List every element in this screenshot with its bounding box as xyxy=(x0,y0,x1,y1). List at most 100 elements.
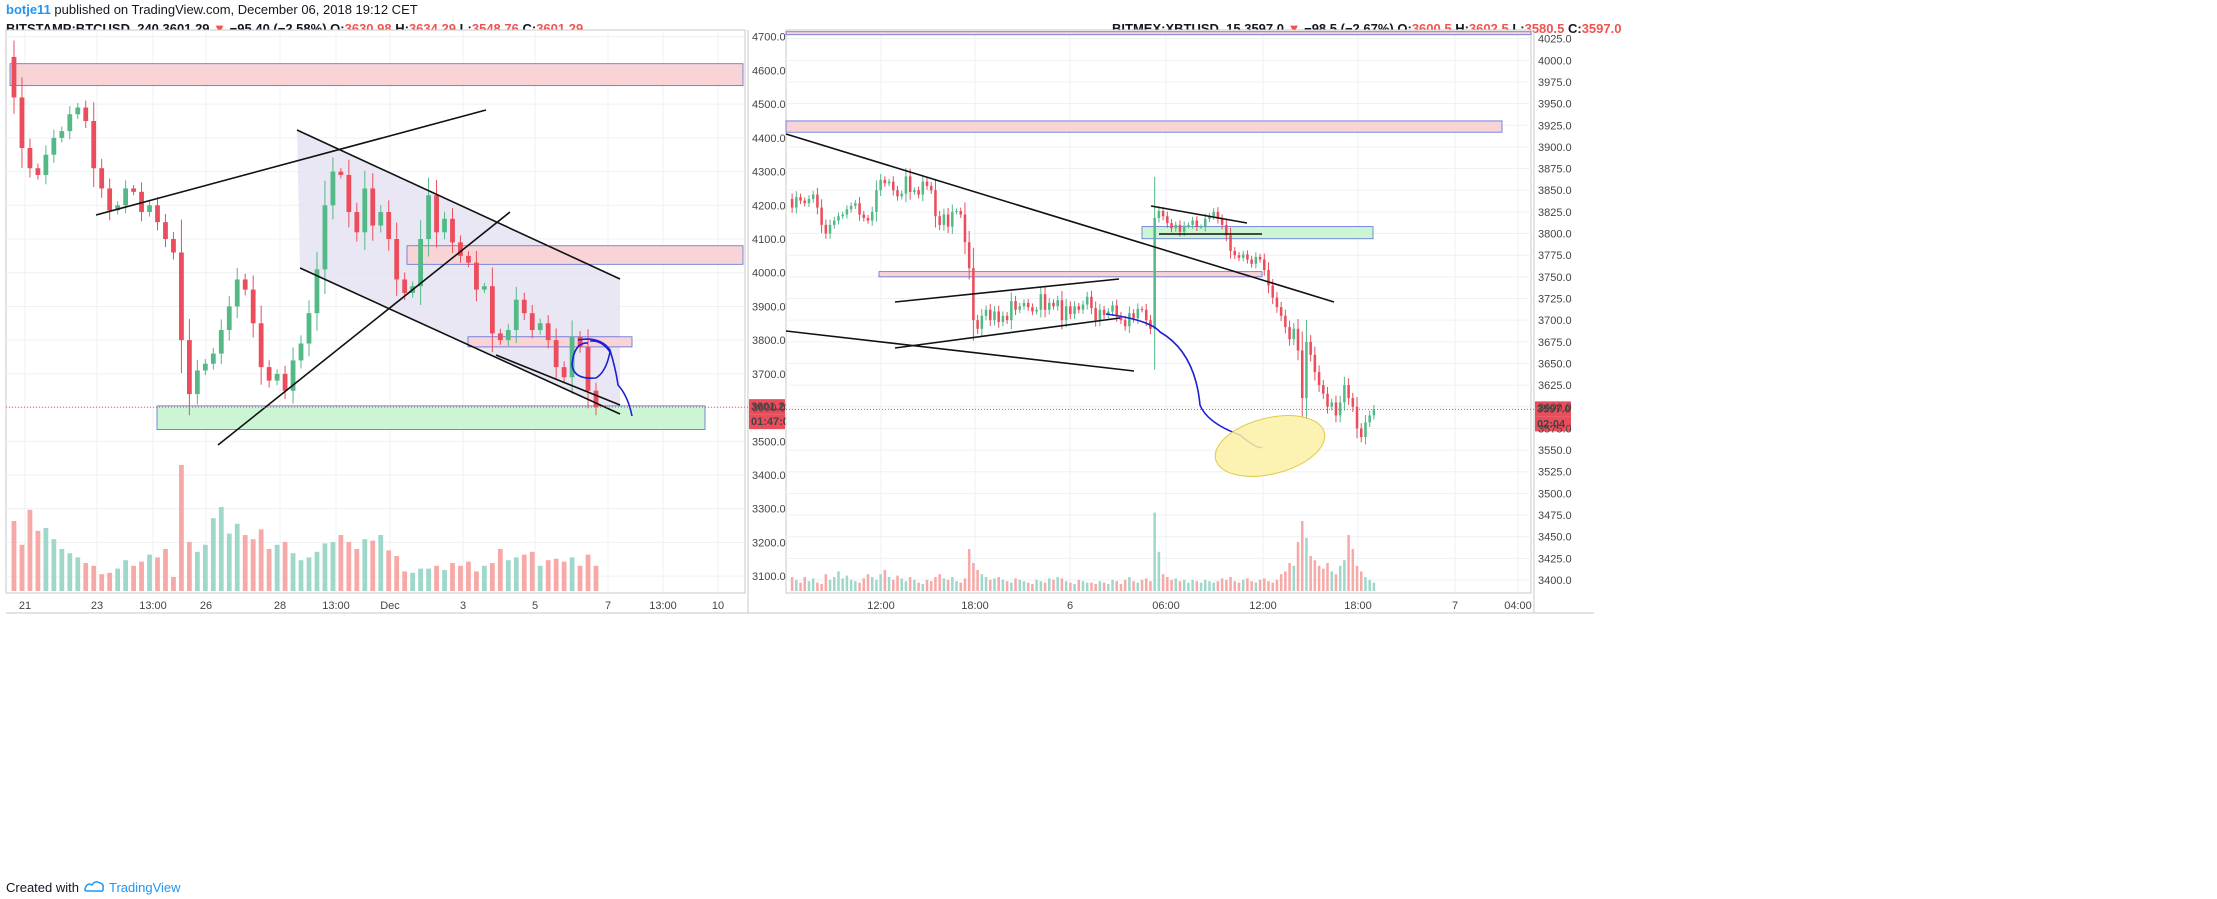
support-zone xyxy=(1141,226,1374,240)
y-tick-label: 3725.0 xyxy=(1538,294,1572,306)
volume-bar xyxy=(43,528,49,591)
volume-bar xyxy=(841,578,844,591)
volume-bar xyxy=(330,542,336,591)
volume-bar xyxy=(934,577,937,591)
candle xyxy=(1026,302,1030,308)
countdown-tag xyxy=(749,414,785,430)
candle xyxy=(1288,327,1291,340)
volume-bar xyxy=(513,557,519,591)
candle xyxy=(858,203,861,215)
volume-bar xyxy=(1292,565,1296,591)
trend-line xyxy=(894,278,1120,303)
volume-bar xyxy=(807,581,811,591)
volume-bar xyxy=(1136,582,1140,591)
author-link[interactable]: botje11 xyxy=(6,2,51,17)
candle xyxy=(1246,254,1249,260)
candle xyxy=(824,224,828,234)
candle xyxy=(841,214,844,217)
candle xyxy=(378,212,384,226)
candle xyxy=(807,198,811,204)
candle xyxy=(450,218,455,243)
candle xyxy=(545,323,551,341)
volume-bar xyxy=(1161,574,1165,591)
volume-bar xyxy=(1166,577,1169,591)
candle xyxy=(210,353,216,364)
candle xyxy=(482,286,487,290)
publish-header: botje11 published on TradingView.com, De… xyxy=(6,2,418,17)
volume-bar xyxy=(1094,584,1097,591)
y-tick-label: 3575.0 xyxy=(1538,423,1572,435)
volume-bar xyxy=(837,571,840,591)
volume-bar xyxy=(155,557,160,591)
volume-bar xyxy=(1300,521,1304,591)
candle xyxy=(1073,306,1076,315)
x-tick-label: 21 xyxy=(19,600,31,612)
tradingview-link[interactable]: TradingView xyxy=(108,880,181,895)
y-tick-label: 3500.0 xyxy=(1538,488,1572,500)
volume-bar xyxy=(171,577,176,591)
candle xyxy=(282,373,288,391)
candle xyxy=(258,323,264,368)
volume-bar xyxy=(35,530,41,591)
volume-bar xyxy=(290,553,296,591)
y-tick-label: 3300.00 xyxy=(752,504,792,516)
volume-bar xyxy=(258,529,264,591)
volume-bar xyxy=(163,549,168,591)
candle xyxy=(1195,220,1199,227)
volume-bar xyxy=(959,582,963,591)
volume-bar xyxy=(866,574,870,591)
volume-bar xyxy=(577,565,583,591)
volume-bar xyxy=(946,579,950,591)
volume-bar xyxy=(1237,582,1241,591)
candle xyxy=(1317,372,1321,386)
volume-bar xyxy=(925,579,929,591)
candle xyxy=(250,289,256,324)
volume-bar xyxy=(1128,577,1131,591)
candle xyxy=(338,171,344,175)
volume-bar xyxy=(875,579,878,591)
volume-bar xyxy=(1326,563,1329,591)
candle xyxy=(1128,313,1131,327)
volume-bar xyxy=(938,574,941,591)
y-tick-label: 3625.0 xyxy=(1538,380,1572,392)
y-tick-label: 3925.0 xyxy=(1538,120,1572,132)
volume-bar xyxy=(202,544,208,591)
candle xyxy=(561,367,567,378)
resistance-zone xyxy=(785,31,1532,36)
x-tick-label: 06:00 xyxy=(1152,600,1180,612)
volume-bar xyxy=(1296,542,1300,591)
volume-bar xyxy=(1107,584,1110,591)
candle xyxy=(163,222,168,240)
candle xyxy=(474,262,479,290)
volume-bar xyxy=(561,561,567,591)
candle xyxy=(942,214,946,225)
candle xyxy=(790,198,794,208)
volume-bar xyxy=(1149,581,1152,591)
y-tick-label: 3775.0 xyxy=(1538,250,1572,262)
volume-bar xyxy=(1322,568,1325,591)
candle xyxy=(1305,341,1308,399)
candle xyxy=(123,188,128,206)
candle xyxy=(1157,211,1161,218)
candle xyxy=(955,211,958,213)
volume-bar xyxy=(997,577,1000,591)
candle xyxy=(866,217,870,221)
candle xyxy=(43,154,49,175)
y-tick-label: 3600.00 xyxy=(752,403,792,415)
candle xyxy=(883,179,887,184)
volume-bar xyxy=(147,554,152,591)
chart-right xyxy=(785,29,1594,614)
candle xyxy=(489,286,495,334)
volume-bar xyxy=(179,465,184,591)
volume-bar xyxy=(1132,581,1135,591)
price-tag-text: 3597.0 xyxy=(1537,403,1571,415)
volume-bar xyxy=(529,551,535,591)
volume-bar xyxy=(1229,577,1232,591)
trend-line xyxy=(296,129,621,280)
volume-bar xyxy=(803,577,807,591)
volume-bar xyxy=(123,560,128,591)
candle xyxy=(1166,216,1169,224)
pane-frame xyxy=(5,29,746,594)
candle xyxy=(577,336,583,347)
